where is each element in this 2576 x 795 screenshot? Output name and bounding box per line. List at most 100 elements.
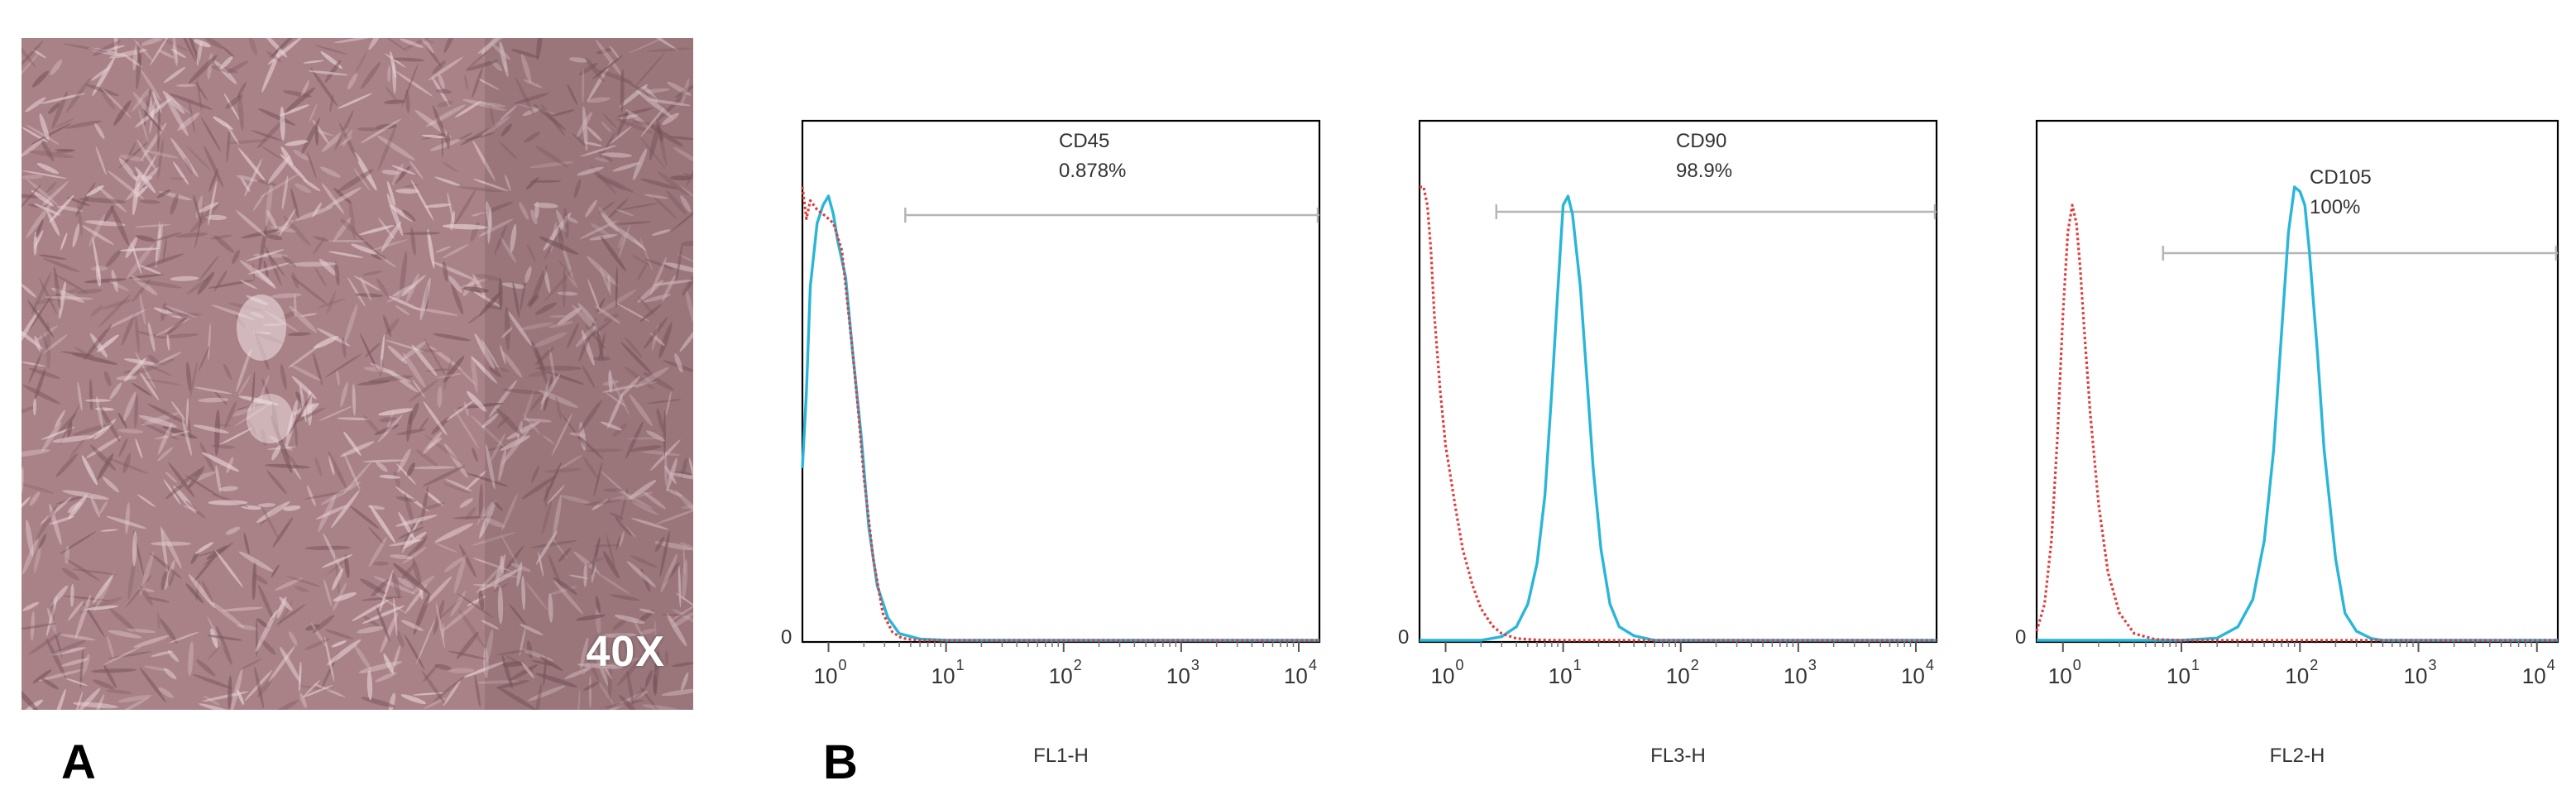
cell xyxy=(682,271,693,296)
cell xyxy=(103,664,117,689)
cell xyxy=(400,340,427,362)
cell xyxy=(49,647,86,656)
cell xyxy=(280,106,285,141)
cell xyxy=(596,175,625,191)
cell xyxy=(132,278,151,303)
cell xyxy=(172,42,178,66)
cell xyxy=(656,92,687,122)
cell xyxy=(257,584,275,621)
cell xyxy=(665,390,672,415)
cell xyxy=(119,247,160,251)
cell xyxy=(208,599,245,629)
cell xyxy=(60,232,68,251)
cell xyxy=(348,199,356,241)
cell xyxy=(397,577,414,589)
cell xyxy=(531,659,554,666)
cell xyxy=(433,542,457,553)
cell xyxy=(108,608,137,633)
cell xyxy=(625,337,643,358)
cell xyxy=(544,467,582,473)
cell xyxy=(414,534,428,553)
cell xyxy=(500,555,505,574)
cell xyxy=(399,251,408,299)
cell xyxy=(251,371,256,411)
cell xyxy=(86,436,122,458)
cell xyxy=(275,604,306,625)
cell xyxy=(459,498,473,508)
cell xyxy=(379,475,401,479)
cell xyxy=(40,496,72,524)
cell xyxy=(328,251,364,258)
cell xyxy=(68,494,88,520)
cell xyxy=(357,626,384,634)
x-tick-exponent: 1 xyxy=(1573,657,1582,673)
cell xyxy=(434,176,461,186)
cell xyxy=(534,202,558,208)
cell xyxy=(616,110,629,136)
cell xyxy=(602,488,624,492)
cell xyxy=(357,127,380,132)
cell xyxy=(657,170,689,196)
cell xyxy=(431,261,476,280)
cell xyxy=(185,398,189,428)
cell xyxy=(507,310,533,346)
cell xyxy=(501,351,523,378)
cell xyxy=(312,202,322,218)
cell xyxy=(619,376,641,399)
cell xyxy=(552,109,575,117)
cell xyxy=(185,582,204,604)
cell xyxy=(22,175,43,180)
cell xyxy=(555,395,562,419)
cell xyxy=(300,117,320,156)
cell xyxy=(481,339,501,372)
cell xyxy=(456,592,495,619)
cell xyxy=(134,394,139,429)
cell xyxy=(222,46,235,58)
cell xyxy=(363,459,405,462)
cell xyxy=(28,352,42,384)
cell xyxy=(45,296,93,300)
cell xyxy=(383,653,394,674)
cell xyxy=(125,237,138,259)
cell xyxy=(383,314,392,338)
cell xyxy=(51,91,68,130)
cell xyxy=(202,691,249,702)
x-tick-label: 10 xyxy=(814,663,838,688)
cell xyxy=(121,313,136,347)
x-tick-label: 10 xyxy=(2167,663,2191,688)
cell xyxy=(199,255,219,282)
cell xyxy=(481,116,511,136)
cell xyxy=(219,55,233,69)
cell xyxy=(50,598,55,629)
cell xyxy=(140,586,153,606)
cell xyxy=(520,624,543,636)
cell xyxy=(267,156,291,184)
cell xyxy=(625,421,644,459)
cell xyxy=(409,160,424,180)
cell xyxy=(373,561,389,566)
cell xyxy=(560,495,591,505)
cell xyxy=(331,640,347,648)
cell xyxy=(577,434,604,460)
cell xyxy=(171,400,185,421)
cell xyxy=(132,91,162,128)
cell xyxy=(404,492,414,525)
cell xyxy=(108,280,129,291)
cell xyxy=(157,108,160,152)
cell xyxy=(376,278,390,298)
cell xyxy=(31,271,52,314)
cell xyxy=(123,142,136,167)
cell xyxy=(22,283,36,298)
cell xyxy=(411,344,438,376)
cell xyxy=(63,596,110,601)
cell xyxy=(363,414,381,435)
cell xyxy=(598,207,614,228)
cell xyxy=(376,123,398,130)
cell xyxy=(587,256,619,287)
cell xyxy=(434,523,474,543)
cell xyxy=(294,183,312,194)
cell xyxy=(193,424,230,433)
cell xyxy=(595,305,621,324)
cell xyxy=(679,185,693,205)
cell xyxy=(247,261,292,275)
